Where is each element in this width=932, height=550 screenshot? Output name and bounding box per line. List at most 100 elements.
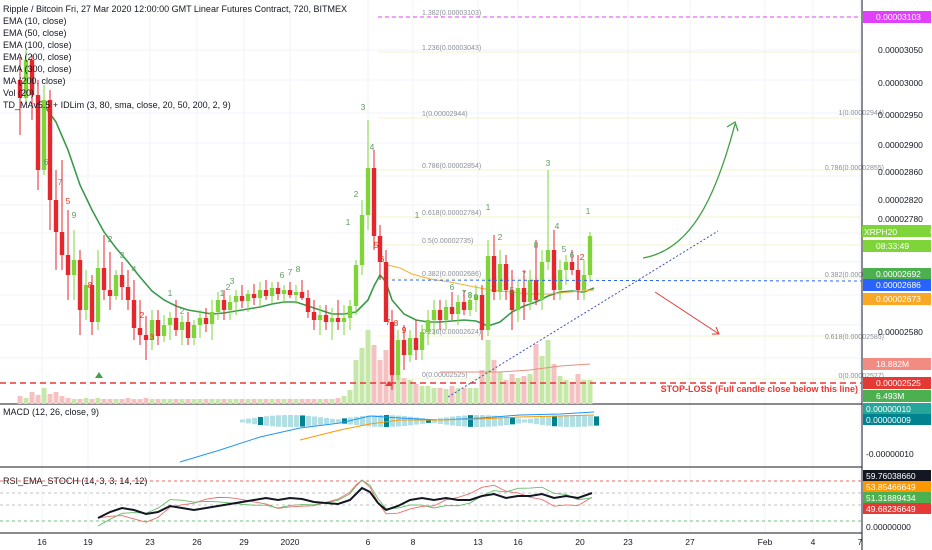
indicator-label[interactable]: EMA (300, close) xyxy=(3,64,72,74)
candle-body xyxy=(239,296,245,301)
td-count: 3 xyxy=(546,158,551,168)
volume-bar xyxy=(473,388,479,404)
fibonacci-levels[interactable]: 1.382(0.00003103) 1.236(0.00003043) 1(0.00… xyxy=(378,10,884,380)
volume-bar xyxy=(17,396,23,404)
volume-bar xyxy=(401,378,407,404)
candle-body xyxy=(527,280,533,302)
indicator-label[interactable]: EMA (50, close) xyxy=(3,28,67,38)
candle-body xyxy=(401,340,407,355)
macd-pane[interactable]: MACD (12, 26, close, 9) -0.00000010 0.00… xyxy=(3,403,931,463)
volume-bar xyxy=(407,380,413,404)
macd-bar xyxy=(516,418,521,424)
candle-body xyxy=(257,290,263,298)
volume-bar xyxy=(137,399,143,404)
rsi-tag-text: 53.85466649 xyxy=(866,482,916,492)
time-tick: 23 xyxy=(145,537,155,547)
td-count: 3 xyxy=(230,276,235,286)
td-count: 1 xyxy=(586,206,591,216)
indicator-label[interactable]: Vol (20) xyxy=(3,88,34,98)
price-tick: 0.00003000 xyxy=(878,78,923,88)
volume-bar xyxy=(557,376,563,404)
chart-header: Ripple / Bitcoin Fri, 27 Mar 2020 12:00:… xyxy=(3,4,347,110)
td-count: 8 xyxy=(468,290,473,300)
candle-body xyxy=(413,338,419,350)
macd-bar xyxy=(546,416,551,426)
volume-bar xyxy=(323,399,329,404)
candle-body xyxy=(551,250,557,290)
fib-label: 0.382(0.00002686) xyxy=(422,271,481,278)
candle-body xyxy=(503,264,509,290)
volume-bar xyxy=(95,398,101,404)
candle-body xyxy=(575,270,581,290)
macd-line xyxy=(179,411,595,463)
macd-bar xyxy=(360,416,365,426)
volume-bar xyxy=(545,340,551,404)
volume-bar xyxy=(53,392,59,404)
td-count: 8 xyxy=(394,318,399,328)
macd-bar xyxy=(576,415,581,427)
candle-body xyxy=(227,302,233,310)
candle-body xyxy=(113,275,119,296)
bearish-arrow[interactable] xyxy=(654,291,720,335)
indicator-label[interactable]: MA (200, close) xyxy=(3,76,66,86)
candle-body xyxy=(437,310,443,320)
rsi-label[interactable]: RSI_EMA_STOCH (14, 3, 3, 14, 12) xyxy=(3,476,147,486)
macd-bar xyxy=(486,415,491,427)
td-count: 1 xyxy=(346,217,351,227)
price-tick: 0.00002950 xyxy=(878,110,923,120)
candle-body xyxy=(383,262,389,322)
candle-body xyxy=(275,288,281,294)
volume-bar xyxy=(101,399,107,404)
sell-marker-icon xyxy=(385,381,393,386)
bullish-arrow[interactable] xyxy=(642,123,736,259)
candle-body xyxy=(107,290,113,296)
indicator-label[interactable]: EMA (200, close) xyxy=(3,52,72,62)
volume-bar xyxy=(209,399,215,404)
rsi-tag xyxy=(863,470,931,481)
volume-bars xyxy=(17,330,593,404)
volume-bar xyxy=(437,388,443,404)
macd-bar xyxy=(396,415,401,427)
time-tick: 19 xyxy=(83,537,93,547)
macd-label[interactable]: MACD (12, 26, close, 9) xyxy=(3,407,99,417)
rsi-tag xyxy=(863,503,931,514)
fib-label: 1.236(0.00003043) xyxy=(422,45,481,52)
rsi-tag-text: 51.31889434 xyxy=(866,493,916,503)
volume-bar xyxy=(467,388,473,404)
volume-bar xyxy=(257,399,263,404)
rsi-tag xyxy=(863,481,931,492)
price-tag-text: 18.882M xyxy=(876,359,909,369)
candle-body xyxy=(569,262,575,270)
macd-bar xyxy=(492,415,497,427)
volume-bar xyxy=(167,399,173,404)
macd-bar xyxy=(336,419,341,423)
volume-bar xyxy=(179,399,185,404)
volume-bar xyxy=(119,399,125,404)
price-axis-tags: 0.000031030.0000275808:33:490.000026920.… xyxy=(862,11,932,402)
indicator-label[interactable]: EMA (10, close) xyxy=(3,16,67,26)
td-count: 7 xyxy=(288,267,293,277)
macd-bar xyxy=(564,415,569,427)
volume-bar xyxy=(131,399,137,404)
candle-body xyxy=(143,335,149,340)
candle-body xyxy=(245,294,251,301)
price-tag xyxy=(863,268,931,280)
time-tick: 4 xyxy=(811,537,816,547)
volume-bar xyxy=(455,388,461,404)
support-dashed-line[interactable] xyxy=(391,279,863,282)
rsi-pane[interactable]: RSI_EMA_STOCH (14, 3, 3, 14, 12) 59.7603… xyxy=(0,470,931,532)
volume-bar xyxy=(41,388,47,404)
time-axis[interactable]: 16 19 23 26 29 2020 6 8 13 16 20 23 27 Feb 4 7 xyxy=(37,537,862,547)
trendline[interactable] xyxy=(447,230,719,398)
macd-tick: -0.00000010 xyxy=(866,449,914,459)
macd-bar xyxy=(240,419,245,423)
td-count: 3 xyxy=(120,250,125,260)
macd-bar xyxy=(534,417,539,425)
price-axis[interactable]: 0.00003050 0.00003000 0.00002950 0.00002900… xyxy=(878,45,923,370)
indicator-label[interactable]: TD_MAv5.5 + IDLim (3, 80, sma, close, 20… xyxy=(3,100,231,110)
main-pane[interactable] xyxy=(0,0,862,404)
indicator-label[interactable]: EMA (100, close) xyxy=(3,40,72,50)
candle-body xyxy=(461,302,467,310)
price-tick: 0.00003050 xyxy=(878,45,923,55)
